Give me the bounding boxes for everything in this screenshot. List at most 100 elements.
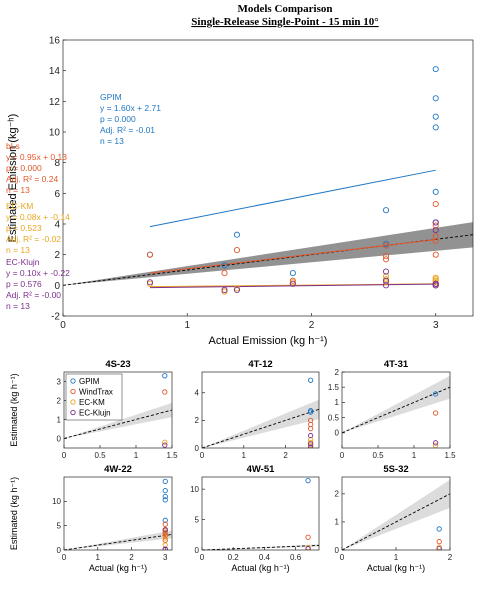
figure-title: Models Comparison xyxy=(237,3,332,15)
x-tick-label: 0 xyxy=(60,320,66,331)
point-windtrax xyxy=(382,256,390,263)
y-axis-label: Estimated (kg h⁻¹) xyxy=(9,373,19,446)
point-ec-klujn xyxy=(233,286,240,293)
subplot-title: 4W-22 xyxy=(104,464,132,475)
point-ec-klujn xyxy=(382,268,390,275)
y-tick-label: 1.5 xyxy=(328,383,340,392)
point-gpim xyxy=(162,497,168,503)
fit-annotation-windtrax: y = 0.95x + 0.13 xyxy=(6,152,67,162)
fit-annotation-gpim: n = 13 xyxy=(100,136,124,146)
axes-box xyxy=(201,371,320,449)
y-tick-label: 2 xyxy=(335,368,340,377)
x-tick-label: 1 xyxy=(134,451,139,460)
y-tick-label: 10 xyxy=(49,128,61,139)
axes-box xyxy=(201,476,320,551)
point-gpim xyxy=(436,526,442,532)
point-ec-klujn xyxy=(432,219,439,226)
fit-annotation-gpim: y = 1.60x + 2.71 xyxy=(100,103,161,113)
point-ec-klujn xyxy=(436,545,442,550)
uncertainty-band xyxy=(202,399,319,448)
uncertainty-band xyxy=(64,402,172,439)
fit-line-gpim xyxy=(149,169,436,228)
point-windtrax xyxy=(382,253,390,260)
x-tick-label: 3 xyxy=(433,320,439,331)
fit-annotation-gpim: Adj. R² = -0.01 xyxy=(100,125,155,135)
point-ec-klujn xyxy=(432,227,439,234)
fit-annotation-windtrax: n = 13 xyxy=(6,185,30,195)
legend-marker xyxy=(70,378,76,384)
chart-4S-23: 0 0.5 1 1.5 0 1 2 3 4S-23 Estimated (kg h⁻¹) GPIM W… xyxy=(9,359,178,460)
fit-annotation-ec-km: EC-KM xyxy=(6,201,33,211)
x-axis-label: Actual (kg h⁻¹) xyxy=(89,563,147,573)
point-windtrax xyxy=(432,410,439,416)
axes-box xyxy=(62,39,474,317)
legend-label: EC-KM xyxy=(79,398,105,407)
y-tick-label: 2 xyxy=(335,490,340,499)
chart-4T-12: 0 1 2 0 2 4 4T-12 xyxy=(195,359,320,460)
point-gpim xyxy=(162,373,168,379)
y-tick-label: 0 xyxy=(335,429,340,438)
point-ec-km xyxy=(162,439,168,445)
point-gpim xyxy=(233,231,240,238)
plot-area xyxy=(342,479,450,550)
point-gpim xyxy=(432,188,439,195)
legend-marker xyxy=(70,409,76,416)
point-windtrax xyxy=(146,251,154,258)
point-windtrax xyxy=(233,247,240,254)
y-tick-label: 10 xyxy=(190,485,199,494)
uncertainty-band xyxy=(342,479,450,550)
chart-5S-32: 0 1 2 0 1 2 5S-32 Actual (kg h⁻¹) xyxy=(335,464,453,573)
point-ec-klujn xyxy=(382,277,390,284)
point-windtrax xyxy=(432,251,439,258)
point-ec-klujn xyxy=(382,282,390,289)
x-tick-label: 0.4 xyxy=(259,553,271,562)
x-tick-label: 2 xyxy=(309,320,315,331)
y-tick-label: 8 xyxy=(54,158,60,169)
legend-label: EC-Klujn xyxy=(79,409,111,418)
point-ec-klujn xyxy=(432,280,439,287)
fit-annotation-gpim: GPIM xyxy=(100,92,122,102)
plot-area xyxy=(64,373,172,448)
point-ec-klujn xyxy=(146,279,154,286)
point-windtrax xyxy=(162,389,168,395)
one-to-one-line xyxy=(202,544,319,550)
point-ec-klujn xyxy=(307,441,314,447)
y-tick-label: 0 xyxy=(335,546,340,555)
point-windtrax xyxy=(432,233,439,240)
plot-area xyxy=(202,477,319,550)
y-tick-label: -2 xyxy=(51,312,60,323)
x-tick-label: 0 xyxy=(200,451,205,460)
y-tick-label: 14 xyxy=(49,66,61,77)
fit-annotation-ec-km: p = 0.523 xyxy=(6,223,42,233)
one-to-one-line xyxy=(64,409,172,439)
axes-box xyxy=(63,476,173,551)
point-ec-klujn xyxy=(162,442,168,448)
legend-label: WindTrax xyxy=(79,388,113,397)
y-tick-label: 0 xyxy=(57,434,62,443)
chart-4W-22: 0 1 2 3 0 5 10 4W-22 Actual (kg h⁻¹) Estimated (k… xyxy=(9,464,173,573)
plot-area xyxy=(202,377,319,448)
point-windtrax xyxy=(221,270,228,277)
x-tick-label: 0 xyxy=(200,553,205,562)
y-axis-label: Estimated Emission (kg⁻ʰ) xyxy=(7,114,19,243)
fit-annotation-windtrax: Adj. R² = 0.24 xyxy=(6,174,58,184)
point-gpim xyxy=(289,270,296,277)
x-tick-label: 1 xyxy=(394,553,399,562)
x-tick-label: 1 xyxy=(184,320,190,331)
one-to-one-line xyxy=(63,234,473,286)
x-tick-label: 0.5 xyxy=(372,451,384,460)
y-tick-label: 0.5 xyxy=(328,413,340,422)
uncertainty-band xyxy=(202,544,319,550)
one-to-one-line xyxy=(202,408,319,448)
y-tick-label: 16 xyxy=(49,36,61,47)
fit-annotation-ec-klujn: p = 0.576 xyxy=(6,279,42,289)
point-ec-klujn xyxy=(307,432,314,439)
point-windtrax xyxy=(162,521,168,527)
uncertainty-band xyxy=(64,530,172,550)
fit-annotation-ec-km: Adj. R² = -0.02 xyxy=(6,234,61,244)
fit-annotation-gpim: p = 0.000 xyxy=(100,114,136,124)
point-ec-klujn xyxy=(289,280,296,287)
point-ec-klujn xyxy=(162,527,168,533)
y-tick-label: 1 xyxy=(335,518,340,527)
